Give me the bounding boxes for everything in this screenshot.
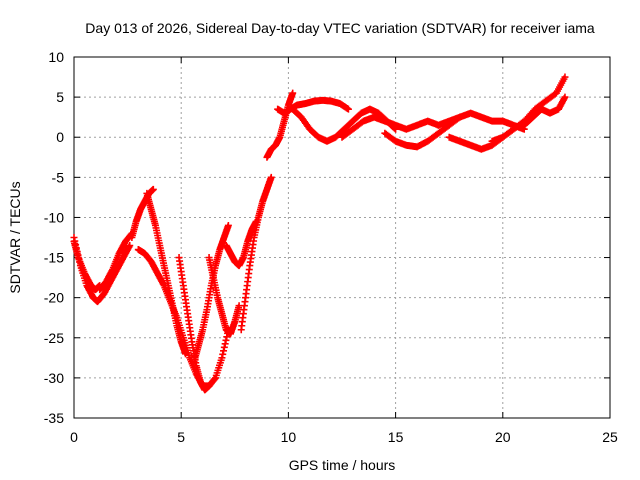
series-arc-19 <box>488 73 569 145</box>
x-tick-label: 0 <box>70 429 78 445</box>
data-point-markers <box>70 238 104 294</box>
data-points <box>70 73 569 394</box>
y-tick-label: -20 <box>44 290 64 306</box>
data-point-markers <box>338 113 442 141</box>
y-tick-label: -30 <box>44 370 64 386</box>
data-point-markers <box>205 254 243 338</box>
axis-ticks: 0 5 10 15 20 25 -35 -30 -25 -20 -15 -10 -5 0 5 10 <box>44 49 618 445</box>
x-axis-label: GPS time / hours <box>289 457 396 473</box>
y-axis-label: SDTVAR / TECUs <box>7 181 23 293</box>
y-tick-label: 10 <box>48 49 64 65</box>
series-arc-15 <box>338 113 442 141</box>
y-tick-label: -15 <box>44 250 64 266</box>
series-arc-9 <box>205 254 243 338</box>
data-point-markers <box>175 254 213 394</box>
series-arc-14 <box>289 105 400 145</box>
data-point-markers <box>96 229 136 294</box>
y-tick-label: -10 <box>44 209 64 225</box>
y-tick-label: -25 <box>44 330 64 346</box>
y-tick-label: -5 <box>52 169 65 185</box>
y-tick-label: 5 <box>56 89 64 105</box>
x-tick-label: 20 <box>495 429 511 445</box>
y-tick-label: 0 <box>56 129 64 145</box>
x-tick-label: 25 <box>602 429 618 445</box>
series-arc-3 <box>96 229 136 294</box>
series-arc-20 <box>520 93 569 129</box>
series-arc-7 <box>175 254 213 394</box>
x-tick-label: 15 <box>388 429 404 445</box>
data-point-markers <box>520 93 569 129</box>
plot-frame <box>73 56 611 419</box>
data-point-markers <box>237 173 275 334</box>
data-point-markers <box>488 73 569 145</box>
x-tick-label: 5 <box>177 429 185 445</box>
series-arc-2 <box>70 238 104 294</box>
chart-title: Day 013 of 2026, Sidereal Day-to-day VTE… <box>85 20 595 36</box>
grid-lines <box>74 57 610 418</box>
data-point-markers <box>289 105 400 145</box>
series-arc-12 <box>263 89 297 161</box>
x-tick-label: 10 <box>281 429 297 445</box>
y-tick-label: -35 <box>44 410 64 426</box>
data-point-markers <box>263 89 297 161</box>
series-arc-11 <box>237 173 275 334</box>
